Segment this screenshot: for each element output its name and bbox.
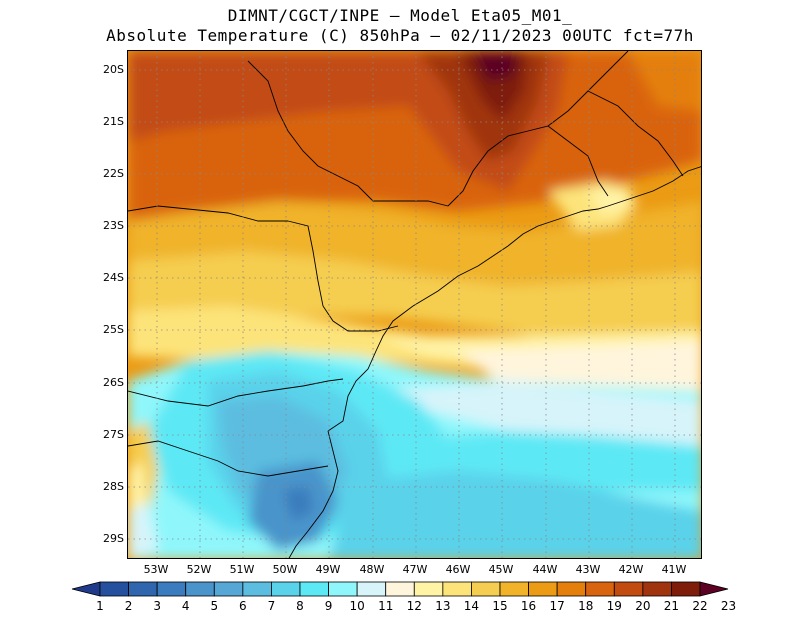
title-line-2: Absolute Temperature (C) 850hPa – 02/11/… <box>106 26 694 45</box>
colorbar-tick-label: 4 <box>181 599 190 613</box>
lat-label: 22S <box>103 167 124 180</box>
colorbar-tick-label: 16 <box>520 599 537 613</box>
colorbar-tick-label: 10 <box>349 599 365 613</box>
colorbar-bin <box>499 581 529 597</box>
colorbar-bin <box>556 581 587 597</box>
colorbar-tick-label: 9 <box>324 599 333 613</box>
lon-label: 53W <box>143 563 169 576</box>
colorbar-bin <box>528 581 558 597</box>
colorbar-bin <box>585 581 615 597</box>
colorbar-tick-label: 21 <box>663 599 680 613</box>
colorbar-bin <box>471 581 501 597</box>
colorbar-bin <box>613 581 644 597</box>
lat-label: 28S <box>103 480 124 493</box>
colorbar-bin <box>213 581 244 597</box>
colorbar-bin <box>242 581 272 597</box>
lat-label: 26S <box>103 376 124 389</box>
colorbar-bin <box>671 581 701 597</box>
lon-label: 47W <box>402 563 428 576</box>
lat-label: 20S <box>103 63 124 76</box>
colorbar-bin <box>299 581 329 597</box>
colorbar-tick-label: 14 <box>463 599 480 613</box>
lat-label: 23S <box>103 219 124 232</box>
lon-label: 41W <box>661 563 687 576</box>
colorbar-bin <box>328 581 358 597</box>
lat-label: 27S <box>103 428 124 441</box>
title-line-1: DIMNT/CGCT/INPE – Model Eta05_M01_ <box>227 6 573 25</box>
colorbar-bin <box>128 581 158 597</box>
colorbar-bin <box>442 581 472 597</box>
colorbar-tick-label: 11 <box>378 599 394 613</box>
colorbar-tick-label: 6 <box>239 599 247 613</box>
colorbar-tick-label: 8 <box>296 599 304 613</box>
colorbar-tick-label: 13 <box>435 599 451 613</box>
colorbar-bin <box>699 581 729 597</box>
colorbar-tick-label: 2 <box>124 599 133 613</box>
lat-label: 25S <box>103 323 124 336</box>
colorbar-bin <box>156 581 187 597</box>
lon-label: 42W <box>618 563 644 576</box>
colorbar-bin <box>385 581 415 597</box>
colorbar-bin <box>99 581 129 597</box>
colorbar-bin <box>185 581 215 597</box>
colorbar <box>71 581 729 597</box>
colorbar-tick-label: 7 <box>267 599 276 613</box>
lat-label: 29S <box>103 532 124 545</box>
lon-label: 45W <box>488 563 514 576</box>
colorbar-tick-label: 1 <box>96 599 104 613</box>
colorbar-tick-label: 19 <box>606 599 622 613</box>
colorbar-bin <box>356 581 387 597</box>
colorbar-tick-label: 17 <box>549 599 565 613</box>
colorbar-bin <box>413 581 444 597</box>
lon-label: 52W <box>186 563 212 576</box>
colorbar-tick-label: 23 <box>720 599 737 613</box>
lon-label: 50W <box>272 563 298 576</box>
colorbar-tick-label: 15 <box>492 599 508 613</box>
colorbar-bin <box>271 581 301 597</box>
lat-label: 24S <box>103 271 124 284</box>
colorbar-tick-label: 20 <box>635 599 651 613</box>
lat-label: 21S <box>103 115 124 128</box>
lon-label: 48W <box>359 563 385 576</box>
grid-lines <box>128 51 701 558</box>
lon-label: 49W <box>315 563 341 576</box>
colorbar-tick-label: 18 <box>578 599 594 613</box>
coastline-borders <box>128 51 701 558</box>
colorbar-bin <box>642 581 672 597</box>
lon-label: 44W <box>532 563 558 576</box>
colorbar-tick-label: 5 <box>210 599 219 613</box>
map-field <box>128 51 701 558</box>
temperature-map <box>127 50 702 559</box>
colorbar-tick-label: 22 <box>692 599 708 613</box>
lon-label: 46W <box>445 563 471 576</box>
lon-label: 51W <box>229 563 255 576</box>
colorbar-tick-label: 12 <box>406 599 422 613</box>
lon-label: 43W <box>575 563 601 576</box>
colorbar-bin <box>71 581 101 597</box>
colorbar-tick-label: 3 <box>153 599 161 613</box>
